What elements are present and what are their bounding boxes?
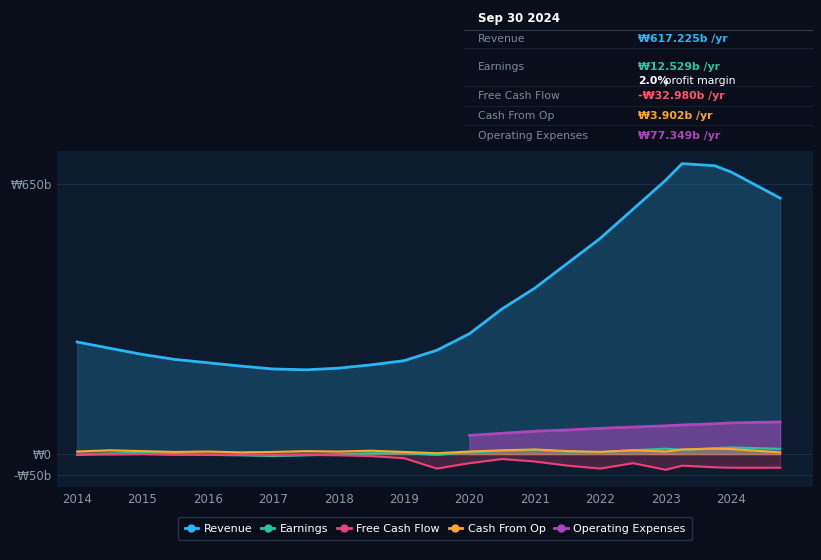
Text: Sep 30 2024: Sep 30 2024	[478, 12, 560, 25]
Text: ₩77.349b /yr: ₩77.349b /yr	[639, 130, 721, 141]
Legend: Revenue, Earnings, Free Cash Flow, Cash From Op, Operating Expenses: Revenue, Earnings, Free Cash Flow, Cash …	[178, 517, 692, 540]
Text: profit margin: profit margin	[661, 76, 736, 86]
Text: Operating Expenses: Operating Expenses	[478, 130, 588, 141]
Text: ₩3.902b /yr: ₩3.902b /yr	[639, 110, 713, 120]
Text: ₩12.529b /yr: ₩12.529b /yr	[639, 62, 720, 72]
Text: ₩617.225b /yr: ₩617.225b /yr	[639, 34, 728, 44]
Text: Earnings: Earnings	[478, 62, 525, 72]
Text: -₩32.980b /yr: -₩32.980b /yr	[639, 91, 725, 101]
Text: 2.0%: 2.0%	[639, 76, 668, 86]
Text: Free Cash Flow: Free Cash Flow	[478, 91, 560, 101]
Text: Cash From Op: Cash From Op	[478, 110, 554, 120]
Text: Revenue: Revenue	[478, 34, 525, 44]
